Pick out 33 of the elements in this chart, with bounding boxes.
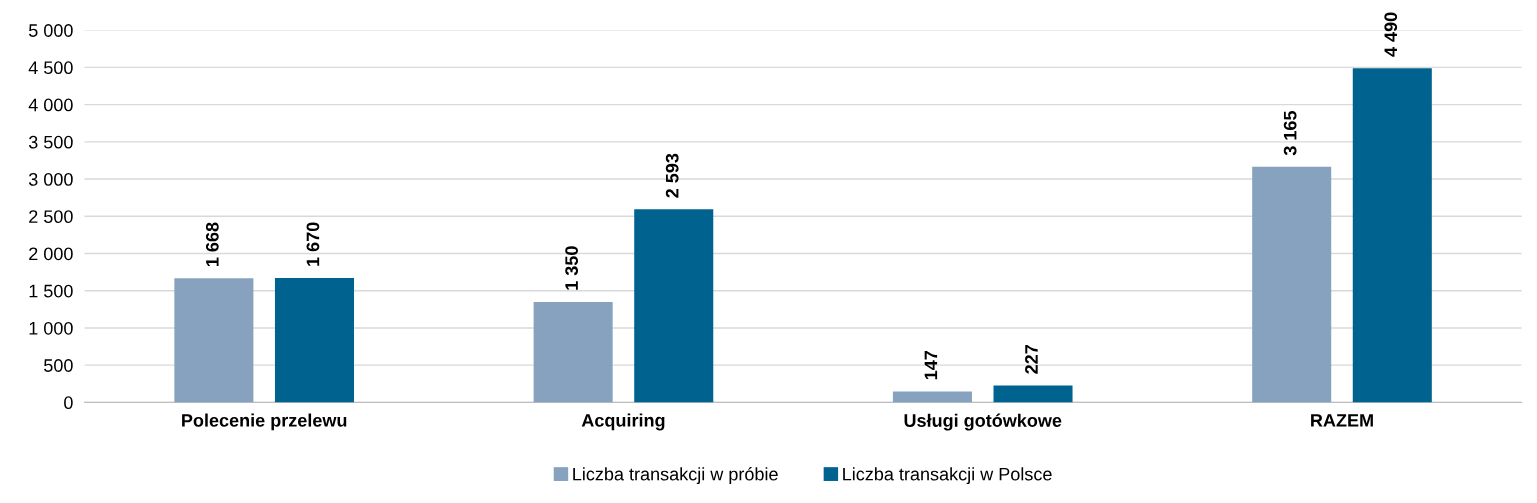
data-label: 1 670 — [306, 222, 320, 266]
y-tick-label: 1 500 — [29, 284, 73, 298]
bar — [634, 209, 714, 403]
bar — [1352, 68, 1432, 403]
data-label: 2 593 — [665, 153, 679, 198]
data-label: 4 490 — [1384, 12, 1398, 57]
data-label: 1 668 — [205, 222, 219, 266]
bar — [533, 301, 613, 403]
x-tick-label: Acquiring — [581, 413, 665, 431]
y-tick-label: 3 000 — [28, 173, 73, 186]
y-tick-label: 4 000 — [28, 98, 73, 112]
bar — [274, 278, 354, 403]
x-tick-label: Usługi gotówkowe — [904, 413, 1062, 431]
y-tick-label: 3 500 — [28, 135, 73, 149]
y-tick-label: 2 500 — [29, 210, 73, 224]
data-label: 3 165 — [1283, 110, 1297, 156]
y-tick-label: 2 000 — [29, 247, 73, 261]
bar — [174, 278, 254, 403]
bar — [1252, 166, 1332, 403]
y-tick-label: 4 500 — [28, 61, 73, 75]
x-tick-label: Polecenie przelewu — [182, 413, 347, 431]
bar — [892, 391, 972, 403]
data-label: 1 350 — [565, 246, 579, 290]
y-tick-label: 5 000 — [28, 24, 73, 37]
y-tick-label: 500 — [44, 359, 73, 372]
data-label: 147 — [924, 351, 938, 380]
data-label: 227 — [1025, 345, 1038, 374]
legend-label: Liczba transakcji w próbie — [573, 467, 778, 485]
y-tick-label: 0 — [64, 396, 73, 410]
bar — [993, 385, 1073, 403]
x-tick-label: RAZEM — [1311, 414, 1373, 427]
legend-label: Liczba transakcji w Polsce — [843, 467, 1052, 485]
y-tick-label: 1 000 — [29, 321, 73, 335]
